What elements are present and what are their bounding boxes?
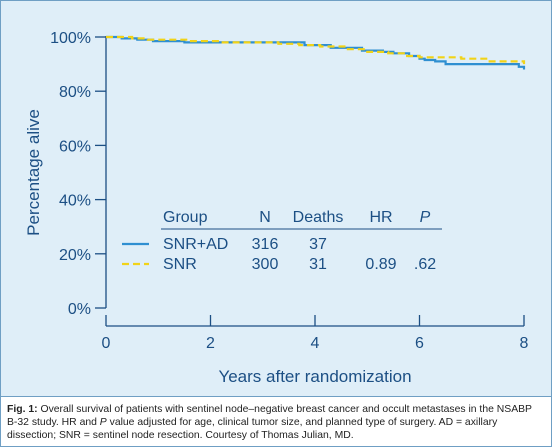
x-tick-label-8: 8 bbox=[520, 335, 529, 352]
series-line-snr-ad bbox=[106, 35, 526, 70]
legend-deaths-snr: 31 bbox=[309, 256, 327, 273]
caption-p-italic: P bbox=[99, 417, 107, 428]
series-line-snr bbox=[106, 35, 526, 65]
y-tick-label-20: 20% bbox=[59, 247, 91, 264]
figure-caption: Fig. 1: Overall survival of patients wit… bbox=[1, 396, 551, 446]
legend-group-snr: SNR bbox=[163, 256, 197, 273]
x-tick-label-0: 0 bbox=[102, 335, 111, 352]
legend-hr-snr: 0.89 bbox=[365, 256, 396, 273]
legend-p-snr: .62 bbox=[414, 256, 436, 273]
survival-chart: 0% 20% 40% 60% 80% 100% 0 2 4 6 8 Years after rando… bbox=[24, 30, 529, 386]
caption-label: Fig. 1: bbox=[7, 404, 38, 415]
x-tick-label-6: 6 bbox=[415, 335, 424, 352]
y-tick-label-0: 0% bbox=[68, 301, 91, 318]
x-axis-label: Years after randomization bbox=[218, 367, 411, 386]
y-tick-label-80: 80% bbox=[59, 84, 91, 101]
y-tick-label-60: 60% bbox=[59, 138, 91, 155]
legend-header-n: N bbox=[259, 209, 271, 226]
y-tick-label-100: 100% bbox=[50, 30, 91, 47]
plot-area: 0% 20% 40% 60% 80% 100% 0 2 4 6 8 Years after rando… bbox=[1, 1, 551, 396]
legend-header-deaths: Deaths bbox=[293, 209, 344, 226]
legend-header-hr: HR bbox=[369, 209, 392, 226]
legend-header-group: Group bbox=[163, 209, 208, 226]
y-axis-label: Percentage alive bbox=[24, 109, 43, 236]
legend-group-snr-ad: SNR+AD bbox=[163, 236, 228, 253]
caption-text-part2: value adjusted for age, clinical tumor s… bbox=[7, 417, 498, 441]
y-tick-label-40: 40% bbox=[59, 193, 91, 210]
legend-n-snr: 300 bbox=[252, 256, 279, 273]
x-tick-label-2: 2 bbox=[206, 335, 215, 352]
legend-header-p: P bbox=[420, 209, 431, 226]
legend-n-snr-ad: 316 bbox=[252, 236, 279, 253]
x-tick-label-4: 4 bbox=[311, 335, 320, 352]
caption-text-part1: Overall survival of patients with sentin… bbox=[7, 404, 532, 428]
legend-deaths-snr-ad: 37 bbox=[309, 236, 327, 253]
